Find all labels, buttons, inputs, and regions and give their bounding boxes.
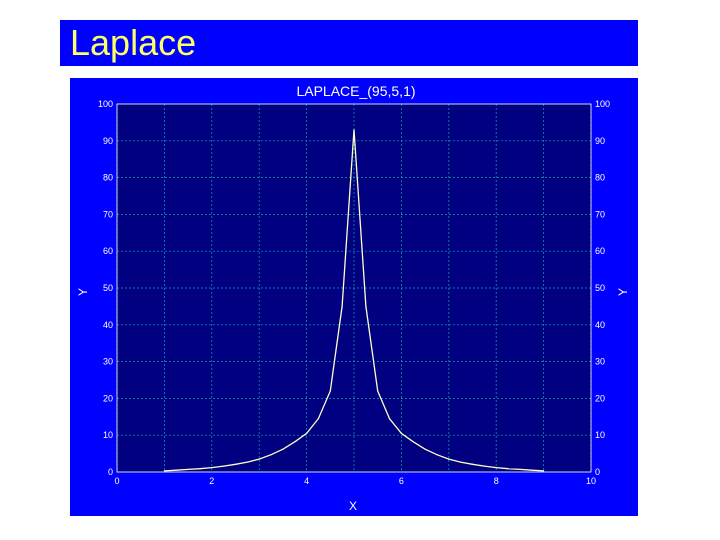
data-point	[211, 466, 213, 469]
y-tick-label-left: 20	[103, 393, 113, 403]
y-tick-label-left: 0	[108, 467, 113, 477]
data-point	[294, 441, 296, 443]
y-axis-label-right: Y	[616, 288, 630, 296]
x-tick-label: 8	[494, 476, 499, 486]
data-point	[388, 418, 391, 420]
y-tick-label-right: 20	[595, 393, 605, 403]
y-tick-label-left: 80	[103, 173, 113, 183]
y-tick-label-left: 60	[103, 246, 113, 256]
y-tick-label-right: 0	[595, 467, 600, 477]
y-tick-label-right: 90	[595, 136, 605, 146]
y-tick-label-right: 30	[595, 357, 605, 367]
y-tick-label-left: 70	[103, 209, 113, 219]
data-point	[495, 466, 497, 469]
data-point	[282, 448, 284, 450]
data-point	[531, 469, 533, 471]
data-point	[448, 458, 450, 460]
y-tick-label-left: 90	[103, 136, 113, 146]
plot-border	[116, 103, 592, 473]
x-tick-label: 0	[114, 476, 119, 486]
y-axis-label-left: Y	[76, 288, 90, 296]
chart-panel: LAPLACE_(95,5,1) X Y Y 0 0 10 10 20 20 30 30 40 4…	[70, 78, 638, 516]
data-point	[187, 468, 189, 471]
data-point	[353, 129, 355, 131]
data-point	[460, 461, 462, 463]
chart-title: LAPLACE_(95,5,1)	[296, 83, 415, 99]
data-point	[471, 463, 474, 465]
data-point	[234, 463, 237, 465]
data-point	[412, 441, 414, 443]
y-tick-label-right: 70	[595, 209, 605, 219]
data-point	[424, 448, 426, 450]
title-bar: Laplace	[60, 20, 638, 66]
data-point	[377, 390, 379, 392]
data-point	[175, 469, 177, 471]
y-tick-label-left: 30	[103, 357, 113, 367]
data-point	[199, 468, 201, 470]
data-point	[270, 454, 272, 456]
data-point	[543, 470, 545, 472]
data-point	[223, 465, 225, 467]
data-point	[317, 418, 320, 420]
y-tick-label-right: 40	[595, 320, 605, 330]
x-tick-label: 6	[399, 476, 404, 486]
data-point	[519, 468, 521, 471]
y-tick-label-left: 10	[103, 430, 113, 440]
data-point	[483, 465, 485, 467]
x-axis-label: X	[349, 499, 357, 513]
y-tick-label-right: 50	[595, 283, 605, 293]
y-tick-label-right: 10	[595, 430, 605, 440]
data-point	[507, 468, 509, 470]
slide-title: Laplace	[70, 22, 197, 63]
data-point	[163, 470, 165, 472]
data-point	[258, 458, 260, 460]
y-tick-label-right: 80	[595, 173, 605, 183]
data-point	[341, 305, 343, 307]
x-tick-label: 2	[209, 476, 214, 486]
y-tick-label-right: 100	[595, 99, 610, 109]
data-point	[246, 461, 248, 463]
y-tick-label-left: 50	[103, 283, 113, 293]
data-point	[365, 305, 367, 307]
y-tick-label-left: 100	[98, 99, 113, 109]
y-tick-label-right: 60	[595, 246, 605, 256]
data-point	[306, 432, 308, 434]
data-point	[400, 432, 402, 434]
data-point	[436, 454, 438, 456]
x-tick-label: 10	[586, 476, 596, 486]
x-tick-label: 4	[304, 476, 309, 486]
data-point	[329, 390, 331, 392]
y-tick-label-left: 40	[103, 320, 113, 330]
